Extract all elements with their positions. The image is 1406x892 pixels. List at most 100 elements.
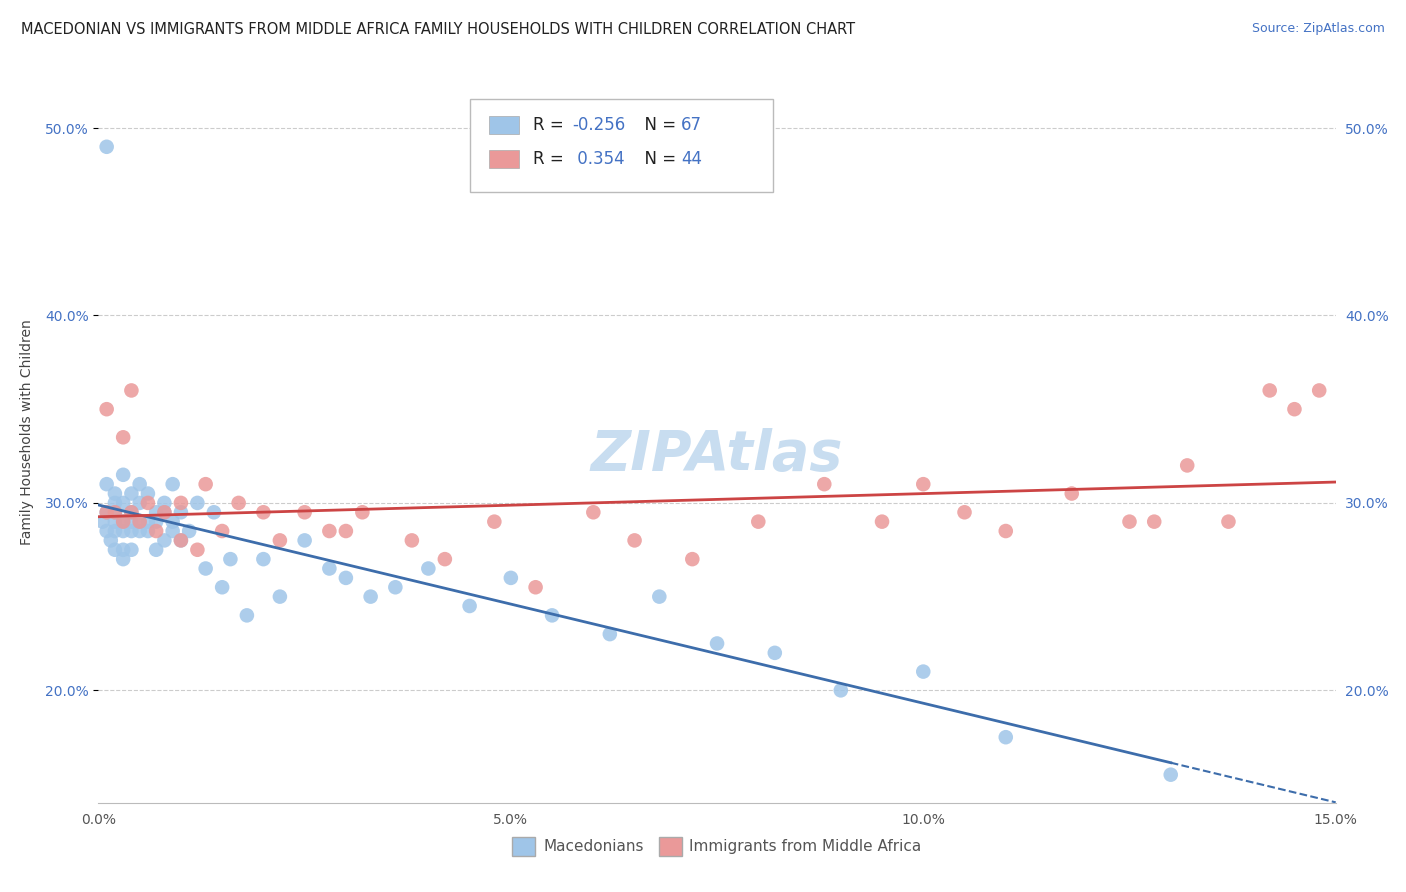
Point	[1258, 384, 1281, 398]
Point	[194, 561, 217, 575]
Point	[912, 665, 935, 679]
Point	[747, 515, 769, 529]
Point	[1308, 384, 1330, 398]
Text: R =: R =	[533, 150, 568, 168]
Point	[112, 515, 135, 529]
Point	[112, 496, 135, 510]
Point	[153, 505, 176, 519]
Point	[96, 402, 118, 417]
Point	[433, 552, 456, 566]
Point	[104, 515, 127, 529]
Point	[153, 505, 176, 519]
Point	[120, 524, 142, 538]
Point	[120, 505, 142, 519]
Point	[1160, 767, 1182, 781]
Point	[219, 552, 242, 566]
Point	[104, 524, 127, 538]
Point	[813, 477, 835, 491]
Point	[623, 533, 645, 548]
Point	[186, 542, 208, 557]
Point	[681, 552, 703, 566]
Point	[912, 477, 935, 491]
Text: Source: ZipAtlas.com: Source: ZipAtlas.com	[1251, 22, 1385, 36]
Text: 67: 67	[681, 116, 702, 135]
Point	[211, 524, 233, 538]
Point	[112, 552, 135, 566]
Point	[112, 542, 135, 557]
Point	[170, 533, 193, 548]
Point	[170, 505, 193, 519]
Point	[128, 515, 150, 529]
Point	[179, 524, 201, 538]
Point	[418, 561, 440, 575]
Point	[318, 524, 340, 538]
Point	[186, 496, 208, 510]
Point	[112, 524, 135, 538]
Point	[136, 515, 159, 529]
Text: MACEDONIAN VS IMMIGRANTS FROM MIDDLE AFRICA FAMILY HOUSEHOLDS WITH CHILDREN CORR: MACEDONIAN VS IMMIGRANTS FROM MIDDLE AFR…	[21, 22, 855, 37]
Point	[401, 533, 423, 548]
Point	[870, 515, 893, 529]
Point	[145, 505, 167, 519]
Point	[953, 505, 976, 519]
Point	[294, 533, 316, 548]
Point	[136, 486, 159, 500]
Point	[318, 561, 340, 575]
Point	[228, 496, 250, 510]
Point	[96, 505, 118, 519]
Point	[145, 524, 167, 538]
Point	[162, 515, 184, 529]
FancyBboxPatch shape	[489, 150, 519, 168]
Point	[294, 505, 316, 519]
Point	[104, 505, 127, 519]
Point	[384, 580, 406, 594]
Point	[120, 384, 142, 398]
Point	[120, 515, 142, 529]
Point	[211, 580, 233, 594]
Point	[96, 505, 118, 519]
Point	[541, 608, 564, 623]
Text: 44: 44	[681, 150, 702, 168]
Point	[458, 599, 481, 613]
FancyBboxPatch shape	[470, 99, 773, 192]
Point	[202, 505, 225, 519]
Point	[145, 542, 167, 557]
Point	[269, 533, 291, 548]
Point	[1284, 402, 1306, 417]
Point	[145, 515, 167, 529]
Point	[96, 524, 118, 538]
Point	[104, 542, 127, 557]
Point	[994, 524, 1017, 538]
Point	[582, 505, 605, 519]
Point	[706, 636, 728, 650]
Point	[162, 524, 184, 538]
Point	[120, 505, 142, 519]
Point	[128, 515, 150, 529]
Point	[112, 467, 135, 482]
Point	[599, 627, 621, 641]
Point	[352, 505, 374, 519]
Point	[136, 524, 159, 538]
Point	[335, 571, 357, 585]
Point	[128, 496, 150, 510]
Text: ZIPAtlas: ZIPAtlas	[591, 428, 844, 482]
Point	[104, 496, 127, 510]
Point	[763, 646, 786, 660]
Point	[136, 496, 159, 510]
Point	[170, 496, 193, 510]
Point	[648, 590, 671, 604]
Point	[91, 515, 114, 529]
Point	[104, 486, 127, 500]
Point	[153, 496, 176, 510]
Point	[335, 524, 357, 538]
Point	[360, 590, 382, 604]
Point	[1218, 515, 1240, 529]
Point	[162, 477, 184, 491]
Point	[484, 515, 506, 529]
Point	[170, 533, 193, 548]
Text: N =: N =	[634, 150, 682, 168]
Point	[112, 430, 135, 444]
Point	[524, 580, 547, 594]
Point	[96, 477, 118, 491]
Point	[252, 505, 274, 519]
